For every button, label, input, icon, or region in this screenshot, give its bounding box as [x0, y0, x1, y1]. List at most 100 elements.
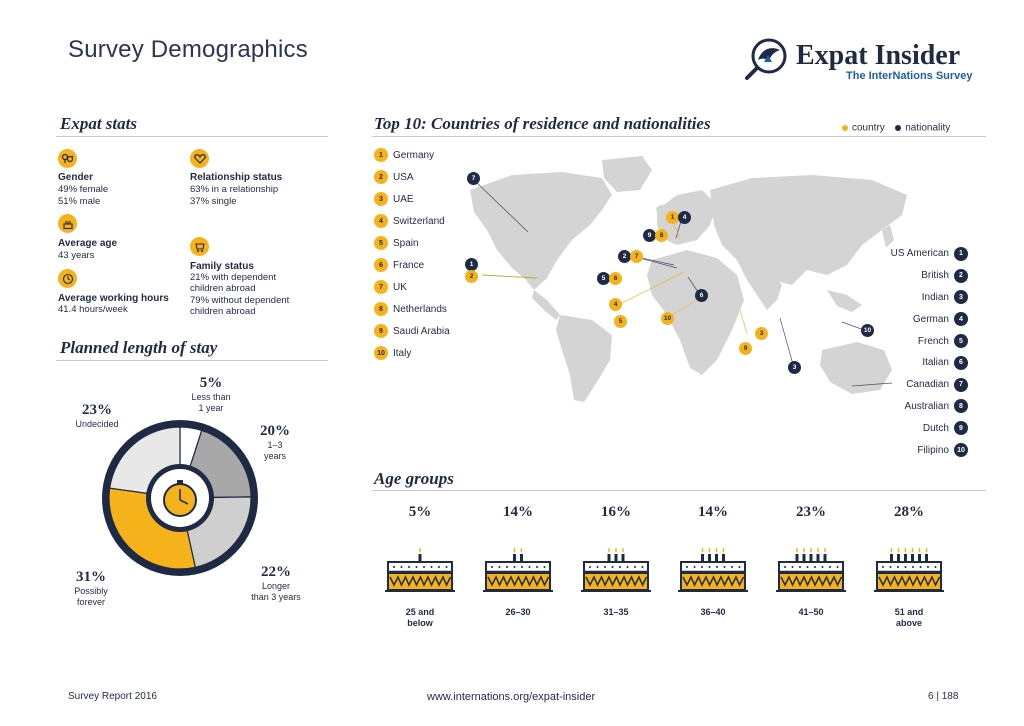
age-group-percent: 14% — [503, 504, 533, 520]
footer-report: Survey Report 2016 — [68, 691, 157, 702]
map-marker-nationality-1: 1 — [465, 258, 478, 271]
age-group-column: 28% 51 and above — [869, 503, 949, 629]
average-age-label: Average age — [58, 238, 118, 249]
stay-label-undecided: 23% Undecided — [75, 402, 119, 429]
family-line-1: 21% with dependent — [190, 272, 277, 283]
age-group-column: 14% 26–30 — [478, 503, 558, 618]
age-group-percent: 23% — [796, 504, 826, 520]
map-marker-country-10: 10 — [661, 312, 674, 325]
stopwatch-icon — [163, 480, 197, 517]
map-marker-country-1: 1 — [666, 211, 679, 224]
country-rank-badge: 5 — [374, 236, 388, 250]
nationality-rank-badge: 3 — [954, 290, 968, 305]
nationality-rank-badge: 5 — [954, 334, 968, 349]
list-item: 6 France — [374, 254, 450, 276]
stay-label-longer-3: 22% Longer than 3 years — [251, 564, 301, 602]
list-item: French 5 — [850, 330, 968, 352]
list-item: 2 USA — [374, 166, 450, 188]
stroller-icon — [190, 237, 209, 256]
brand-subtitle: The InterNations Survey — [846, 70, 973, 82]
stay-pct: 5 — [199, 375, 208, 391]
working-hours-label: Average working hours — [58, 293, 169, 304]
logo-magnifier-icon — [745, 38, 787, 80]
map-marker-country-5: 5 — [614, 315, 627, 328]
gender-female: 49% female — [58, 184, 109, 195]
nationality-list: US American 1 British 2 Indian 3 German 4 Fr… — [850, 243, 968, 461]
country-rank-badge: 2 — [374, 170, 388, 184]
birthday-cake-icon — [874, 547, 944, 592]
map-marker-country-6: 6 — [609, 272, 622, 285]
age-group-label: 25 and below — [405, 607, 435, 628]
age-group-label: 36–40 — [700, 607, 726, 617]
birthday-cake-icon — [58, 214, 77, 233]
list-item: Filipino 10 — [850, 439, 968, 461]
nationality-rank-badge: 7 — [954, 377, 968, 392]
age-group-percent: 16% — [601, 504, 631, 520]
map-marker-nationality-9: 9 — [643, 229, 656, 242]
stay-label-less-than-1: 5% Less than 1 year — [191, 375, 231, 413]
list-item: 7 UK — [374, 276, 450, 298]
age-group-percent: 14% — [698, 504, 728, 520]
divider — [56, 136, 328, 137]
relationship-label: Relationship status — [190, 172, 283, 183]
birthday-cake-icon — [581, 547, 651, 592]
nationality-rank-badge: 10 — [954, 443, 968, 458]
map-marker-country-8: 8 — [655, 229, 668, 242]
birthday-cake-icon — [385, 547, 455, 592]
map-marker-country-3: 3 — [755, 327, 768, 340]
list-item: British 2 — [850, 265, 968, 287]
map-legend: country nationality — [842, 119, 950, 137]
map-marker-country-4: 4 — [609, 298, 622, 311]
nationality-legend-dot — [895, 124, 902, 131]
nationality-rank-badge: 6 — [954, 355, 968, 370]
country-rank-badge: 7 — [374, 280, 388, 294]
list-item: Dutch 9 — [850, 417, 968, 439]
map-marker-country-2: 2 — [465, 270, 478, 283]
country-legend-dot — [842, 124, 848, 131]
country-rank-badge: 3 — [374, 192, 388, 206]
age-group-percent: 5% — [408, 504, 432, 520]
nationality-rank-badge: 8 — [954, 399, 968, 414]
list-item: 1 Germany — [374, 144, 450, 166]
age-group-label: 31–35 — [603, 607, 629, 617]
map-marker-nationality-4: 4 — [678, 211, 691, 224]
list-item: Canadian 7 — [850, 374, 968, 396]
list-item: 4 Switzerland — [374, 210, 450, 232]
age-group-column: 5% 25 and below — [380, 503, 460, 629]
age-group-percent: 28% — [894, 504, 924, 520]
brand-name: Expat Insider — [796, 40, 961, 71]
stay-label-forever: 31% Possibly forever — [74, 569, 108, 607]
family-line-2: children abroad — [190, 283, 256, 294]
map-marker-nationality-5: 5 — [597, 272, 610, 285]
relationship-in: 63% in a relationship — [190, 184, 279, 195]
list-item: 3 UAE — [374, 188, 450, 210]
family-label: Family status — [190, 261, 254, 272]
age-groups-title: Age groups — [374, 469, 454, 488]
relationship-single: 37% single — [190, 196, 237, 207]
nationality-rank-badge: 4 — [954, 312, 968, 327]
map-marker-nationality-3: 3 — [788, 361, 801, 374]
family-line-4: children abroad — [190, 306, 256, 317]
stay-pie-chart — [102, 420, 258, 576]
list-item: Australian 8 — [850, 396, 968, 418]
country-rank-badge: 8 — [374, 302, 388, 316]
footer-url[interactable]: www.internations.org/expat-insider — [427, 691, 596, 703]
map-marker-nationality-6: 6 — [695, 289, 708, 302]
page-number: 6 | 188 — [928, 691, 959, 702]
map-marker-country-9: 9 — [739, 342, 752, 355]
country-rank-badge: 4 — [374, 214, 388, 228]
birthday-cake-icon — [483, 547, 553, 592]
divider — [372, 490, 986, 491]
age-group-column: 23% 41–50 — [771, 503, 851, 618]
country-list: 1 Germany 2 USA 3 UAE 4 Switzerland 5 Spain 6… — [374, 144, 450, 364]
country-rank-badge: 10 — [374, 346, 388, 360]
world-map — [470, 156, 907, 402]
divider — [56, 360, 328, 361]
list-item: Indian 3 — [850, 287, 968, 309]
list-item: 10 Italy — [374, 342, 450, 364]
expat-stats-title: Expat stats — [60, 114, 137, 133]
age-group-label: 51 and above — [894, 607, 924, 628]
country-rank-badge: 1 — [374, 148, 388, 162]
stay-title: Planned length of stay — [60, 338, 218, 357]
nationality-rank-badge: 2 — [954, 268, 968, 283]
